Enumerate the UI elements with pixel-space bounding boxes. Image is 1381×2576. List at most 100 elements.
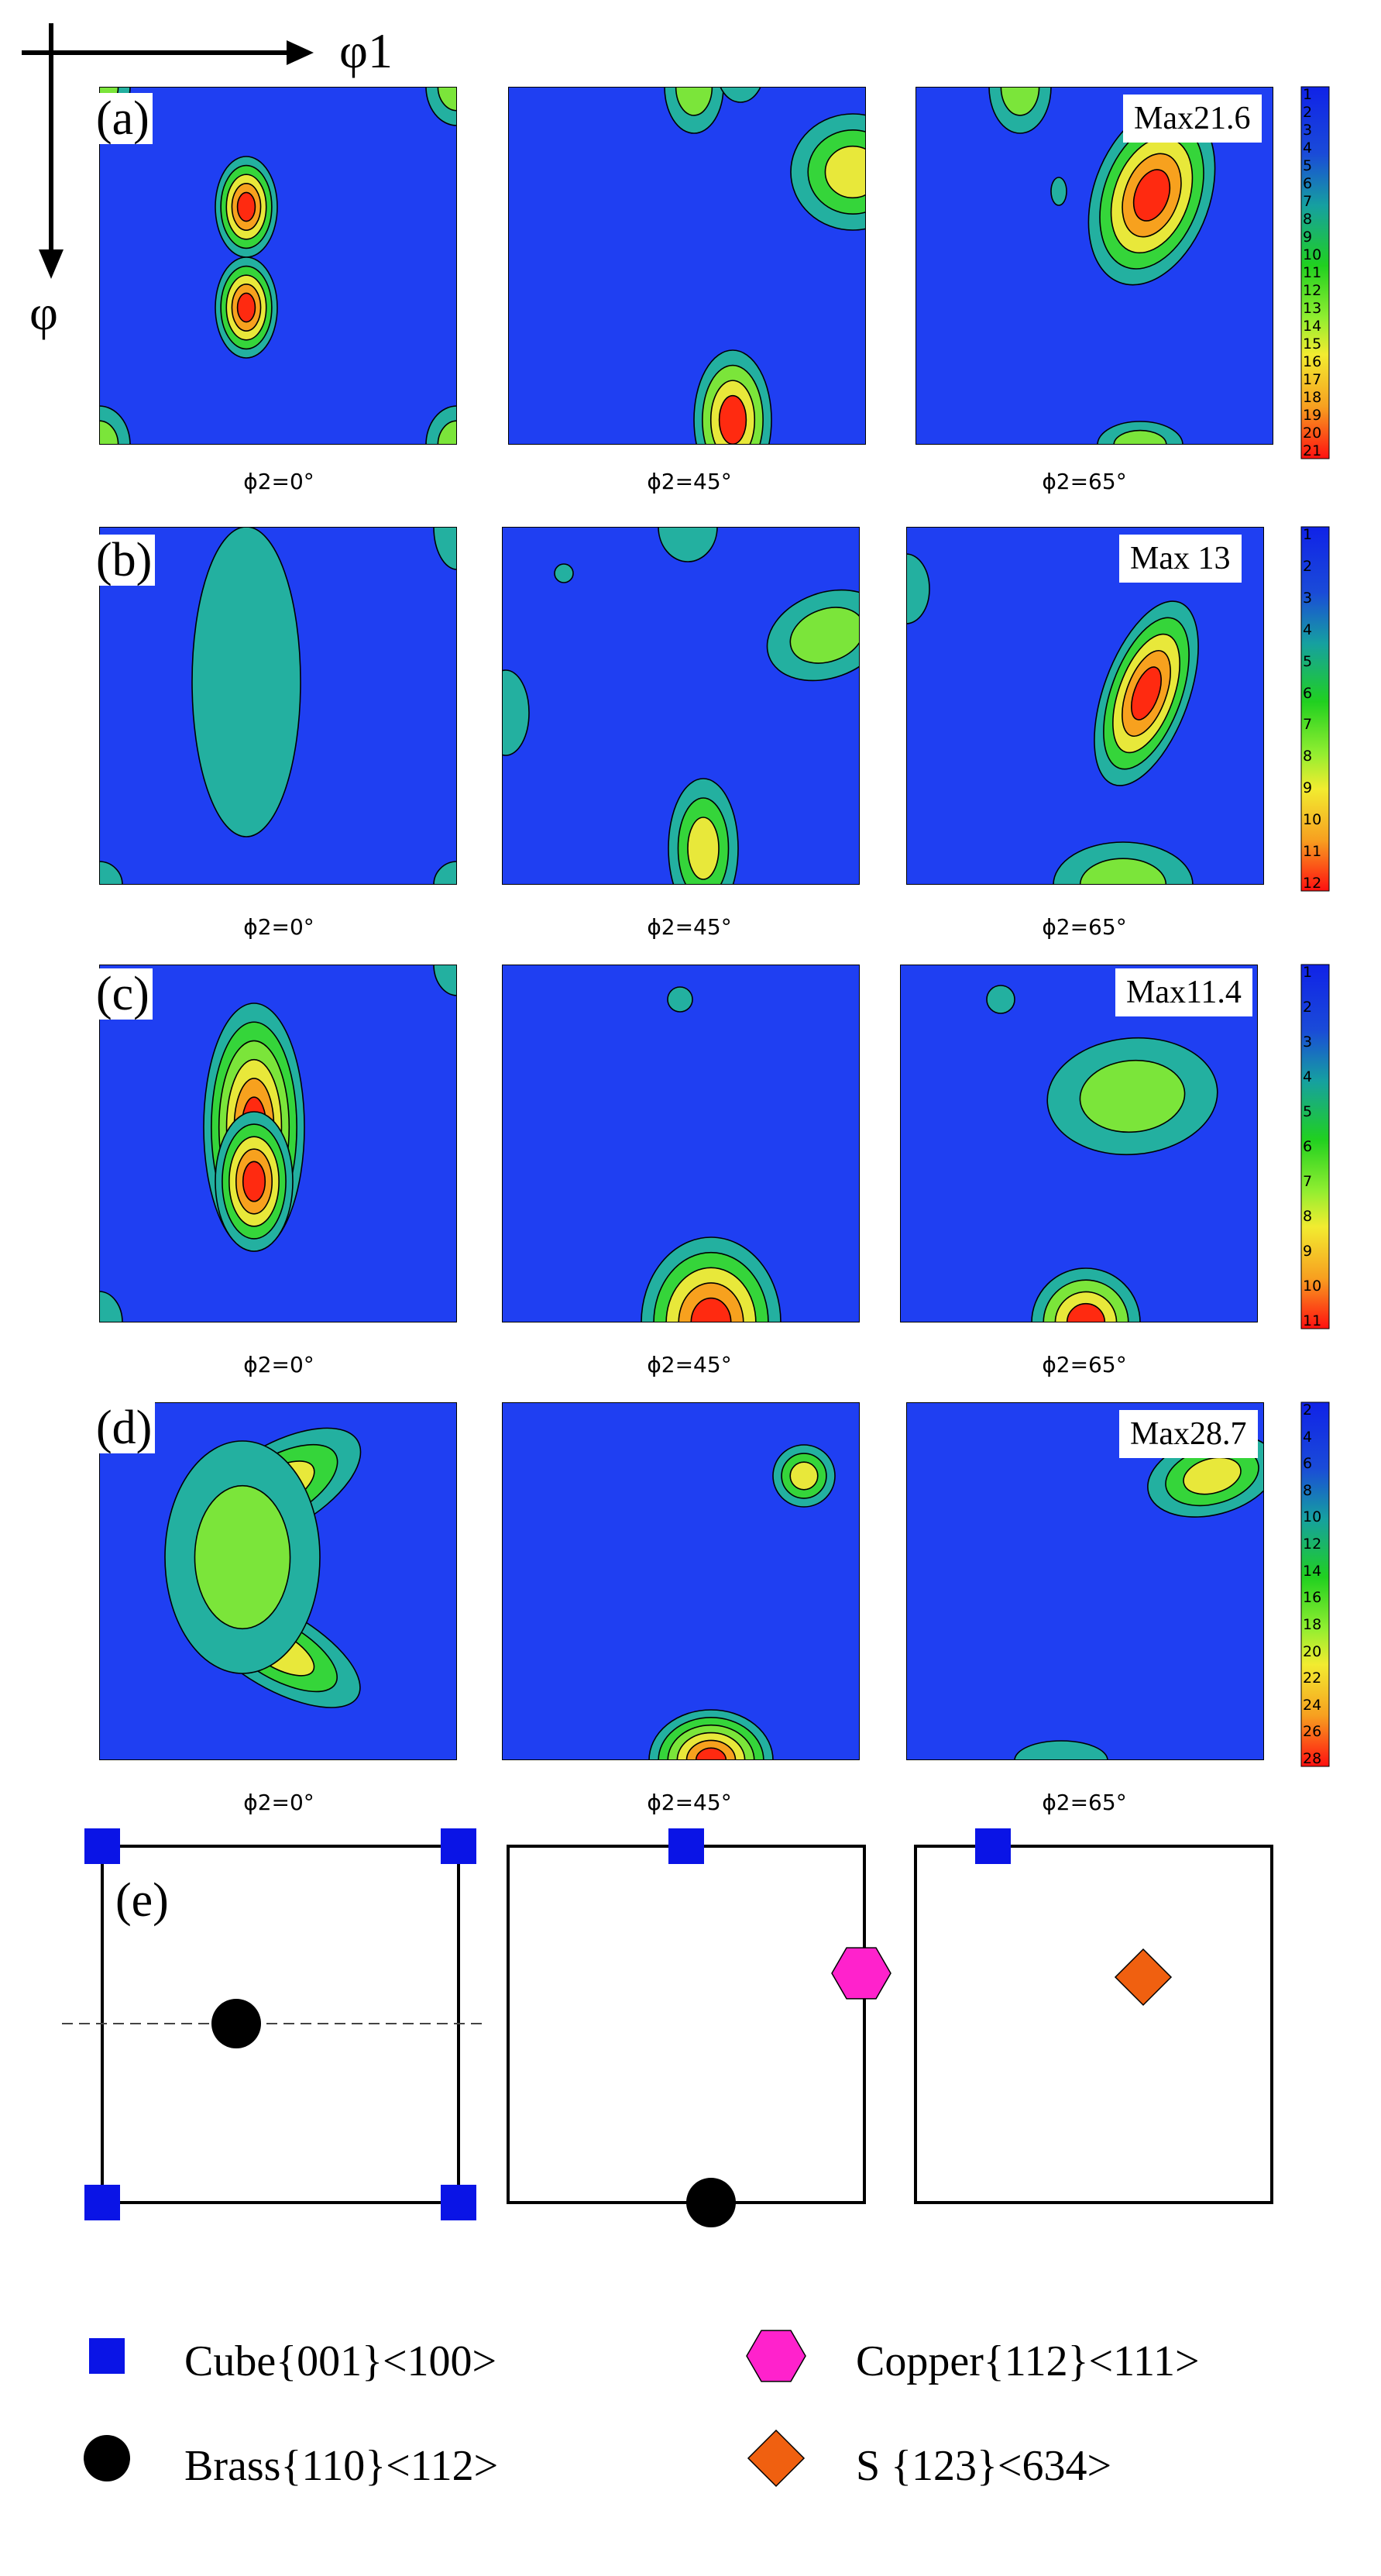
contour-line [1131, 666, 1162, 721]
legend-copper-label: Copper{112}<111> [856, 2337, 1200, 2385]
color-scale-tick: 1 [1303, 964, 1313, 981]
contour-peak [664, 87, 724, 134]
contour-peak [648, 1709, 774, 1760]
color-scale-tick: 8 [1303, 1481, 1313, 1499]
legend-cube-label: Cube{001}<100> [184, 2337, 497, 2385]
contour-peak [1014, 1740, 1108, 1760]
odf-panel-a-1 [508, 87, 866, 445]
color-scale-tick: 9 [1303, 1243, 1313, 1260]
color-scale-tick: 18 [1303, 1615, 1322, 1633]
contour-line [194, 1484, 291, 1630]
row-d-section-2: ϕ2=65° [1042, 1790, 1127, 1815]
color-scale-tick: 10 [1303, 1508, 1322, 1526]
color-scale-tick: 5 [1303, 652, 1313, 670]
row-c-label: (c) [93, 968, 153, 1020]
row-d-label: (d) [93, 1402, 156, 1453]
color-scale-tick: 2 [1303, 1401, 1313, 1419]
color-scale-tick: 26 [1303, 1723, 1322, 1741]
contour-peak [1053, 841, 1194, 885]
color-scale-tick: 16 [1303, 1589, 1322, 1607]
brass-marker [686, 2178, 736, 2227]
contour-peak [99, 1291, 123, 1322]
contour-line [554, 563, 574, 583]
row-a-max-label: Max21.6 [1123, 95, 1262, 143]
contour-peak [425, 87, 457, 126]
row-d-section-0: ϕ2=0° [243, 1790, 314, 1815]
cube-marker [84, 2185, 120, 2220]
schematic-box-1 [507, 1845, 866, 2204]
row-b-max-label: Max 13 [1119, 535, 1242, 583]
contour-peak [433, 965, 457, 996]
contour-peak [667, 986, 693, 1013]
contour-peak [502, 669, 530, 756]
color-scale-tick: 11 [1303, 264, 1322, 281]
contour-peak [99, 861, 123, 885]
color-scale-d [1300, 1401, 1330, 1767]
color-scale-tick: 11 [1303, 1312, 1322, 1329]
contour-peak [164, 1440, 321, 1674]
odf-panel-a-0 [99, 87, 457, 445]
panel-background [906, 527, 1264, 885]
contour-line [242, 1161, 266, 1202]
contour-line [824, 145, 866, 199]
contour-line [1113, 429, 1167, 445]
row-e-label: (e) [112, 1875, 172, 1926]
color-scale-tick: 20 [1303, 425, 1322, 442]
contour-line [1014, 1740, 1108, 1760]
color-scale-tick: 12 [1303, 282, 1322, 299]
contour-peak [668, 778, 739, 885]
contour-line [1050, 177, 1067, 206]
color-scale-tick: 6 [1303, 175, 1313, 192]
contour-peak [720, 87, 761, 103]
color-scale-tick: 7 [1303, 1173, 1313, 1190]
odf-panel-b-0 [99, 527, 457, 885]
contour-peak [986, 985, 1015, 1014]
color-scale-tick: 22 [1303, 1670, 1322, 1687]
contour-peak [1046, 1037, 1218, 1156]
odf-panel-c-1 [502, 965, 860, 1322]
contour-line [695, 1747, 727, 1760]
color-scale-tick: 2 [1303, 999, 1313, 1016]
contour-line [437, 87, 457, 112]
contour-line [687, 817, 720, 880]
color-scale-tick: 9 [1303, 779, 1313, 797]
contour-line [433, 861, 457, 885]
contour-peak [658, 527, 718, 562]
phi1-axis-arrowhead [287, 40, 314, 65]
contour-peak [641, 1236, 782, 1322]
contour-peak [554, 563, 574, 583]
row-c-section-0: ϕ2=0° [243, 1352, 314, 1377]
color-scale-tick: 17 [1303, 371, 1322, 388]
contour-line [437, 420, 457, 445]
color-scale-tick: 13 [1303, 300, 1322, 317]
contour-peak [425, 405, 457, 445]
phi-axis-label: φ [29, 285, 58, 340]
color-scale-tick: 7 [1303, 193, 1313, 210]
contour-peak [693, 349, 772, 445]
cube-marker [668, 1828, 704, 1864]
copper-marker [746, 2330, 806, 2382]
color-scale-tick: 12 [1303, 875, 1322, 892]
color-scale-tick: 3 [1303, 122, 1313, 139]
color-scale-tick: 15 [1303, 335, 1322, 353]
color-scale-tick: 1 [1303, 526, 1313, 543]
color-scale-tick: 4 [1303, 621, 1313, 638]
contour-line [690, 1297, 732, 1322]
row-c-section-2: ϕ2=65° [1042, 1352, 1127, 1377]
color-scale-tick: 19 [1303, 407, 1322, 424]
contour-peak [433, 861, 457, 885]
row-d-section-1: ϕ2=45° [647, 1790, 732, 1815]
color-scale-tick: 10 [1303, 811, 1322, 829]
odf-panel-b-1 [502, 527, 860, 885]
contour-peak [215, 156, 278, 258]
color-scale-tick: 10 [1303, 246, 1322, 263]
contour-line [667, 986, 693, 1013]
color-scale-tick: 8 [1303, 748, 1313, 765]
odf-panel-c-0 [99, 965, 457, 1322]
panel-background [916, 87, 1273, 445]
row-a-section-2: ϕ2=65° [1042, 469, 1127, 494]
color-scale-a [1300, 86, 1330, 459]
cube-marker [975, 1828, 1011, 1864]
color-scale-tick: 12 [1303, 1536, 1322, 1553]
